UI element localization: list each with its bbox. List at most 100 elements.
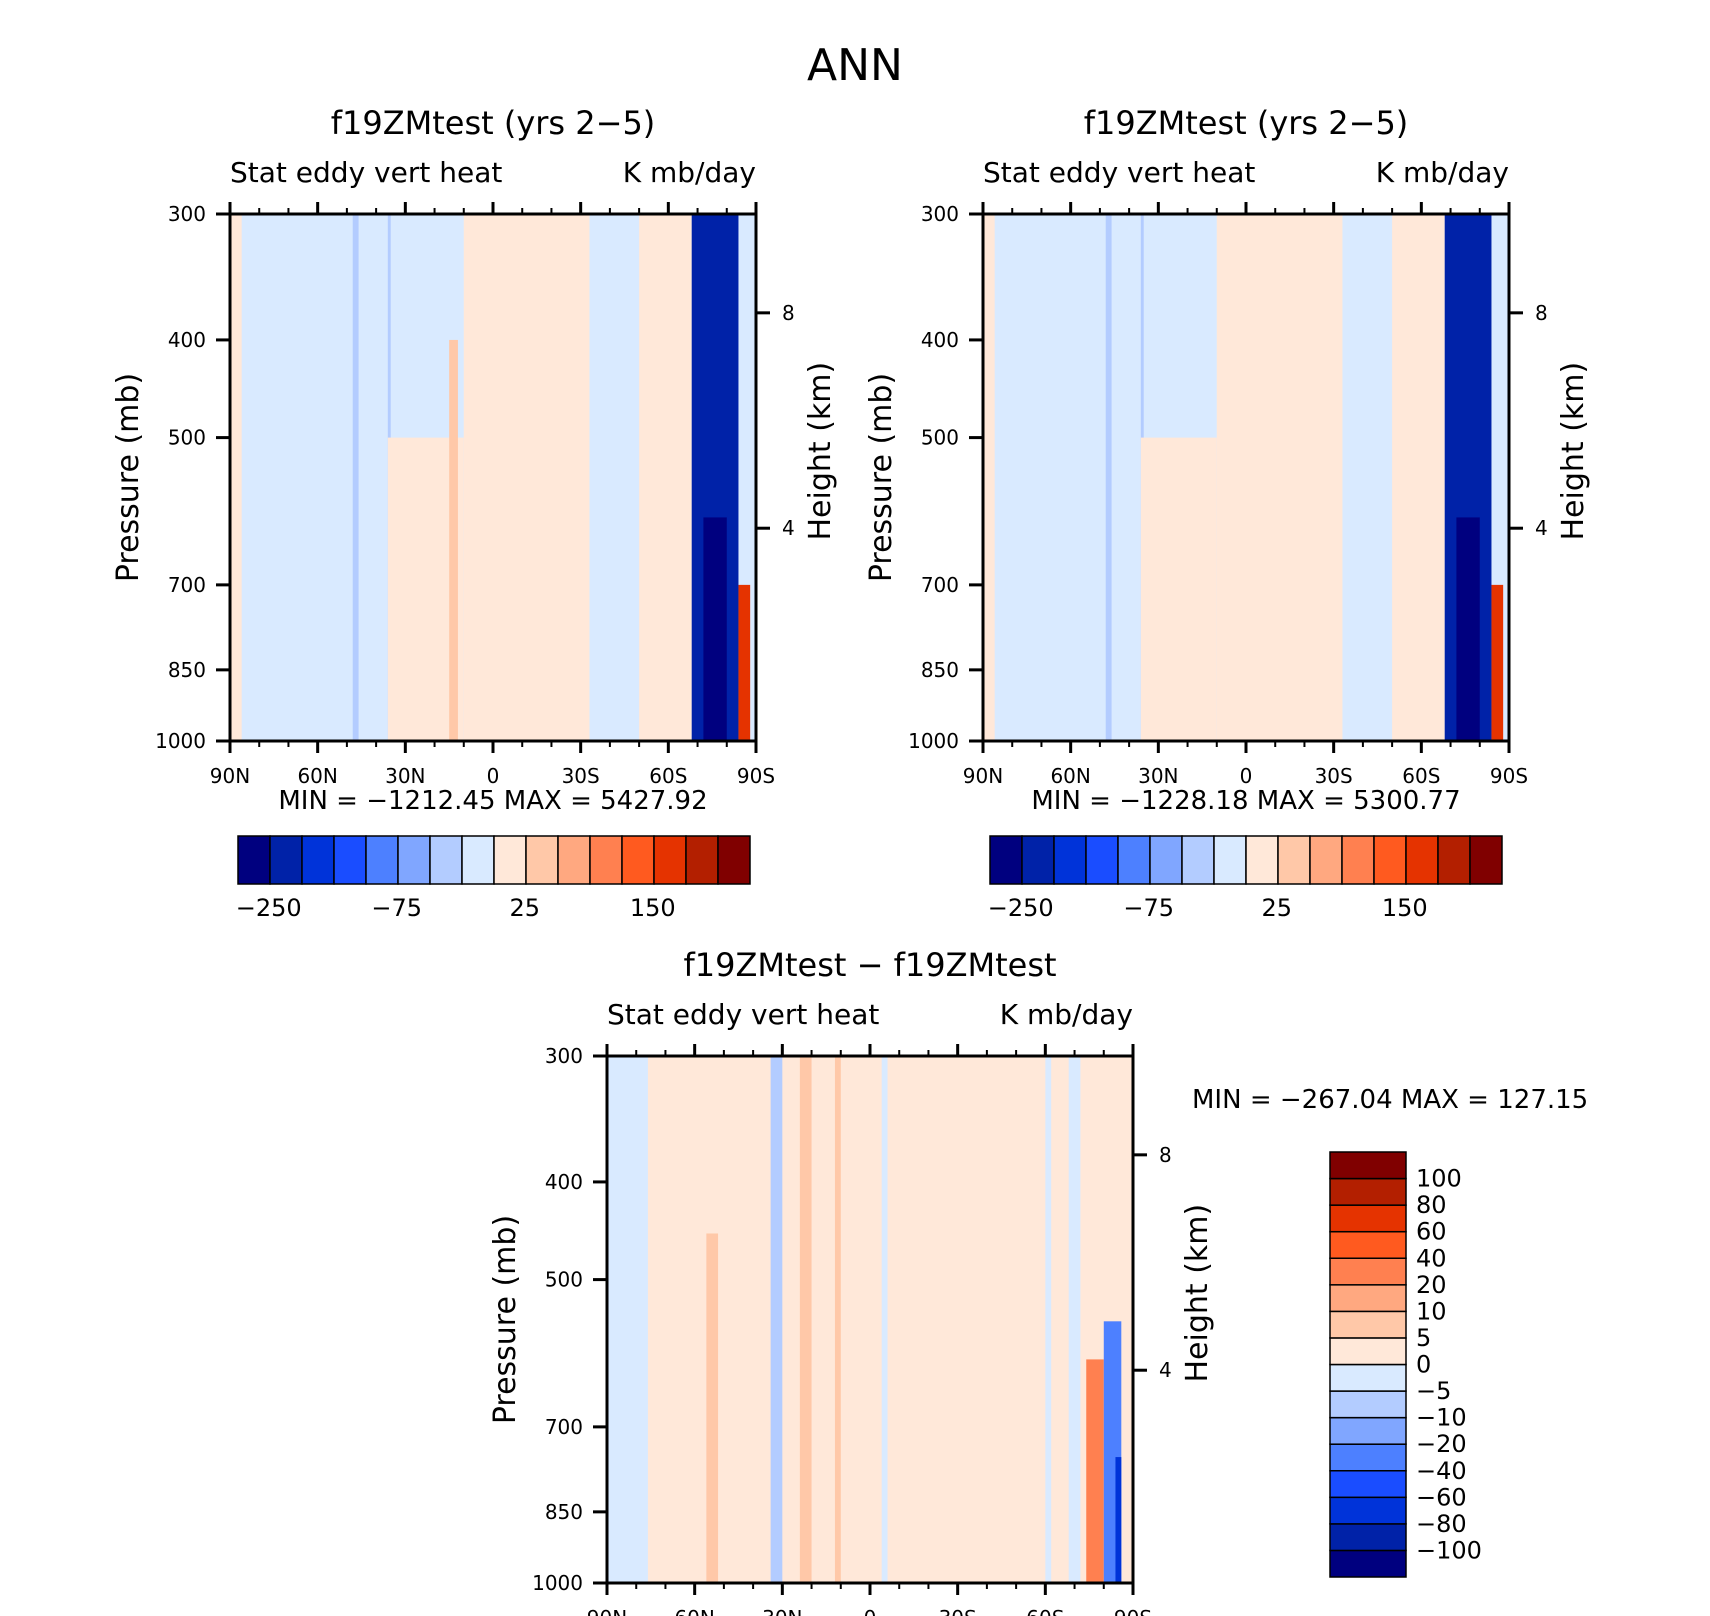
panel-title: f19ZMtest (yrs 2−5) bbox=[1084, 104, 1409, 142]
panel-subtitle-right: K mb/day bbox=[1000, 998, 1133, 1031]
y-tick-label: 500 bbox=[545, 1268, 583, 1292]
colorbar-label: −75 bbox=[371, 894, 422, 922]
field-band bbox=[703, 517, 727, 741]
colorbar-label: 80 bbox=[1416, 1191, 1447, 1219]
colorbar-swatch bbox=[1117, 835, 1151, 885]
colorbar-swatch bbox=[301, 835, 335, 885]
colorbar-swatch bbox=[1277, 835, 1311, 885]
panel-1: f19ZMtest (yrs 2−5) Stat eddy vert heat K … bbox=[111, 104, 838, 922]
y-tick-label: 400 bbox=[545, 1170, 583, 1194]
colorbar-swatch bbox=[1309, 835, 1343, 885]
y-right-tick-label: 4 bbox=[1159, 1358, 1172, 1382]
field-band bbox=[1491, 584, 1504, 741]
colorbar-swatch bbox=[1373, 835, 1407, 885]
x-tick-label: 60S bbox=[649, 764, 687, 788]
colorbar-swatch bbox=[1329, 1257, 1407, 1286]
panel-subtitle-left: Stat eddy vert heat bbox=[607, 998, 879, 1031]
colorbar-swatch bbox=[1329, 1443, 1407, 1472]
field-band bbox=[1068, 1056, 1081, 1583]
x-tick-label: 30S bbox=[1315, 764, 1353, 788]
x-tick-label: 30N bbox=[762, 1606, 802, 1616]
colorbar-swatch bbox=[653, 835, 687, 885]
y-tick-label: 850 bbox=[921, 658, 959, 682]
min-max-text: MIN = −1228.18 MAX = 5300.77 bbox=[1031, 786, 1460, 816]
field-band bbox=[352, 214, 359, 741]
colorbar-swatch bbox=[365, 835, 399, 885]
colorbar-swatch bbox=[1341, 835, 1375, 885]
colorbar-swatch bbox=[1053, 835, 1087, 885]
colorbar-swatch bbox=[1329, 1337, 1407, 1366]
y-tick-label: 500 bbox=[168, 426, 206, 450]
colorbar-swatch bbox=[989, 835, 1023, 885]
min-max-text: MIN = −1212.45 MAX = 5427.92 bbox=[278, 786, 707, 816]
y-tick-label: 850 bbox=[168, 658, 206, 682]
y-tick-label: 700 bbox=[545, 1415, 583, 1439]
y-tick-label: 1000 bbox=[532, 1571, 583, 1595]
x-tick-label: 60N bbox=[1050, 764, 1090, 788]
colorbar-swatch bbox=[1329, 1523, 1407, 1552]
y-tick-label: 400 bbox=[168, 328, 206, 352]
colorbar-label: 150 bbox=[630, 894, 676, 922]
y-tick-label: 400 bbox=[921, 328, 959, 352]
colorbar-swatch bbox=[1085, 835, 1119, 885]
y-right-tick-label: 8 bbox=[1535, 301, 1548, 325]
field-band bbox=[738, 584, 751, 741]
colorbar-swatch bbox=[333, 835, 367, 885]
colorbar-swatch bbox=[1329, 1151, 1407, 1180]
colorbar-swatch bbox=[1469, 835, 1503, 885]
y-right-tick-label: 8 bbox=[1159, 1143, 1172, 1167]
panel-2: f19ZMtest (yrs 2−5) Stat eddy vert heat K … bbox=[864, 104, 1591, 922]
colorbar-swatch bbox=[1329, 1204, 1407, 1233]
x-tick-label: 30N bbox=[385, 764, 425, 788]
colorbar-swatch bbox=[1329, 1390, 1407, 1419]
colorbar-swatch bbox=[621, 835, 655, 885]
x-tick-label: 30N bbox=[1138, 764, 1178, 788]
field-band bbox=[983, 214, 995, 741]
min-max-text: MIN = −267.04 MAX = 127.15 bbox=[1192, 1085, 1588, 1115]
colorbar-swatch bbox=[1021, 835, 1055, 885]
colorbar-swatch bbox=[1329, 1496, 1407, 1525]
y-right-axis-label: Height (km) bbox=[1556, 362, 1591, 541]
colorbar-swatch bbox=[525, 835, 559, 885]
colorbar-label: −100 bbox=[1416, 1536, 1482, 1564]
panel-subtitle-right: K mb/day bbox=[1376, 156, 1509, 189]
x-tick-label: 0 bbox=[487, 764, 500, 788]
x-tick-label: 60S bbox=[1026, 1606, 1064, 1616]
y-right-tick-label: 4 bbox=[1535, 516, 1548, 540]
colorbar-label: −80 bbox=[1416, 1510, 1467, 1538]
y-axis-label: Pressure (mb) bbox=[111, 373, 146, 582]
y-axis-label: Pressure (mb) bbox=[864, 373, 899, 582]
y-tick-label: 700 bbox=[168, 573, 206, 597]
y-tick-label: 300 bbox=[921, 202, 959, 226]
field-band bbox=[1140, 437, 1217, 741]
field-band bbox=[1216, 214, 1343, 741]
y-tick-label: 500 bbox=[921, 426, 959, 450]
field-band bbox=[607, 1056, 648, 1583]
field-band bbox=[1086, 1359, 1104, 1583]
y-tick-label: 300 bbox=[168, 202, 206, 226]
field-band bbox=[1115, 1457, 1122, 1583]
colorbar-label: 20 bbox=[1416, 1271, 1447, 1299]
panel-subtitle-right: K mb/day bbox=[623, 156, 756, 189]
y-right-axis-label: Height (km) bbox=[803, 362, 838, 541]
colorbar-label: 25 bbox=[1261, 894, 1292, 922]
colorbar-swatch bbox=[461, 835, 495, 885]
y-tick-label: 1000 bbox=[908, 729, 959, 753]
field-band bbox=[230, 214, 242, 741]
colorbar-swatch bbox=[1329, 1416, 1407, 1445]
x-tick-label: 60N bbox=[297, 764, 337, 788]
colorbar-label: 0 bbox=[1416, 1351, 1431, 1379]
y-right-axis-label: Height (km) bbox=[1180, 1204, 1215, 1383]
x-tick-label: 90N bbox=[587, 1606, 627, 1616]
colorbar-swatch bbox=[685, 835, 719, 885]
colorbar-swatch bbox=[1437, 835, 1471, 885]
y-right-tick-label: 8 bbox=[782, 301, 795, 325]
y-tick-label: 700 bbox=[921, 573, 959, 597]
colorbar-swatch bbox=[1329, 1470, 1407, 1499]
field-band bbox=[639, 214, 692, 741]
y-tick-label: 1000 bbox=[155, 729, 206, 753]
field-band bbox=[770, 1056, 783, 1583]
field-band bbox=[1105, 214, 1112, 741]
colorbar-swatch bbox=[589, 835, 623, 885]
